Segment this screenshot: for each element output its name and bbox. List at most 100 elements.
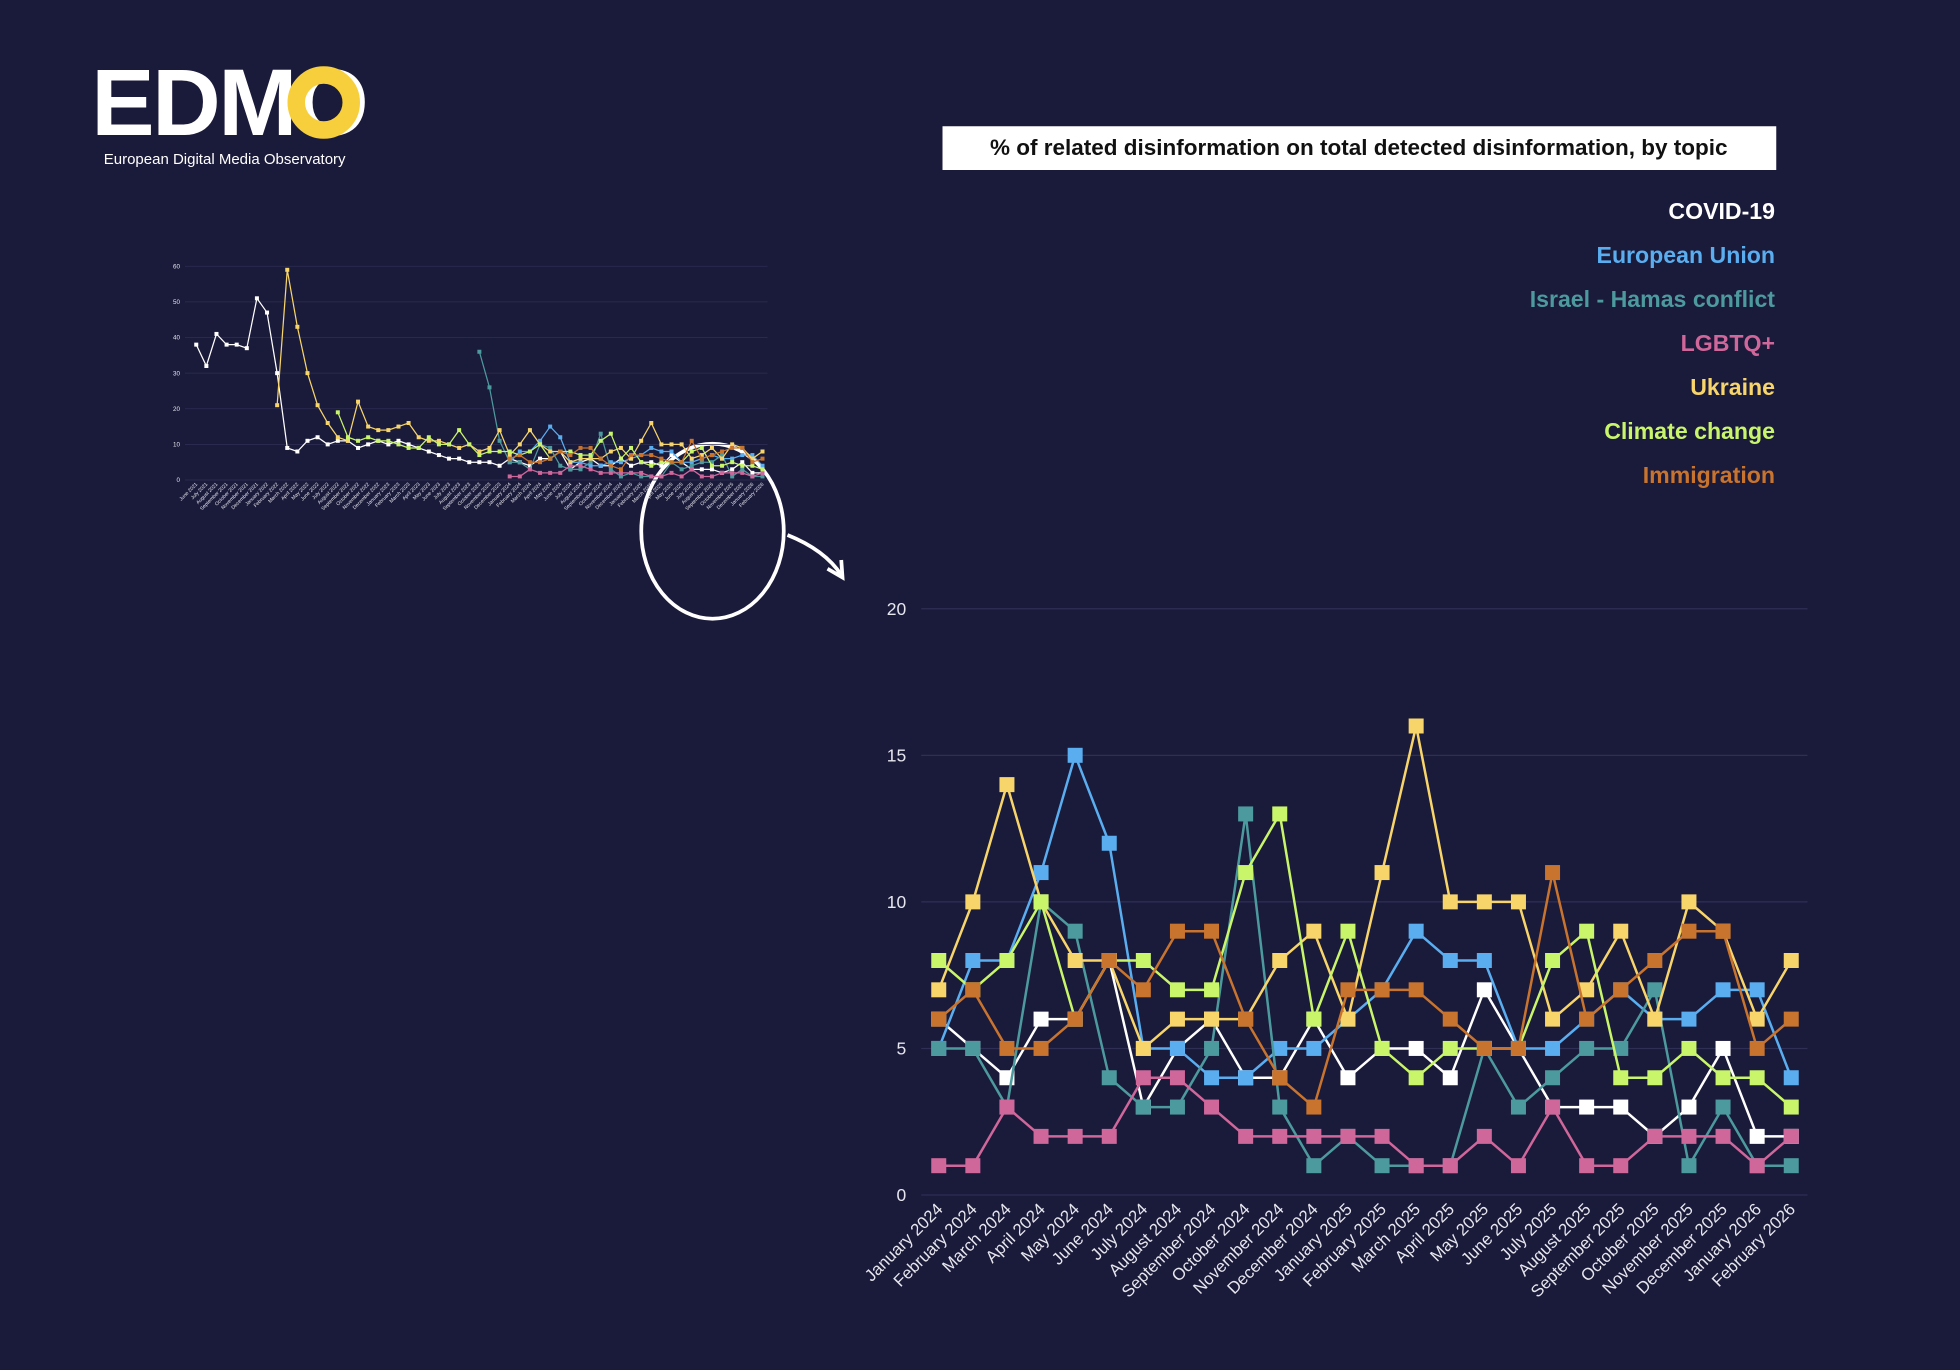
data-point [527,460,532,465]
data-point [720,453,725,458]
legend-entry: COVID-19 [1668,198,1775,224]
data-point [366,424,371,429]
legend-entry: LGBTQ+ [1681,330,1775,356]
data-point [386,428,391,433]
data-point [1579,1011,1595,1027]
data-point [689,460,694,465]
data-point [965,1158,981,1174]
data-point [999,1099,1015,1115]
data-point [679,467,684,472]
data-point [730,474,735,479]
data-point [568,460,573,465]
data-point [649,460,654,465]
data-point [1340,982,1356,998]
data-point [618,470,623,475]
data-point [750,456,755,461]
data-point [285,445,290,450]
data-point [730,460,735,465]
data-point [345,435,350,440]
data-point [618,460,623,465]
data-point [406,445,411,450]
data-point [1374,982,1390,998]
data-point [659,460,664,465]
data-point [760,470,765,475]
data-point [1238,1128,1254,1144]
legend-entry: Israel - Hamas conflict [1530,286,1776,312]
data-point [659,463,664,468]
data-point [335,410,340,415]
data-point [517,474,522,479]
data-point [1510,1099,1526,1115]
data-point [1442,894,1458,910]
y-tick-label: 5 [897,1039,907,1059]
data-point [730,470,735,475]
data-point [224,342,229,347]
data-point [406,442,411,447]
data-point [588,463,593,468]
data-point [366,442,371,447]
data-point [1476,894,1492,910]
data-point [305,438,310,443]
data-point [649,474,654,479]
data-point [699,456,704,461]
data-point [1306,1158,1322,1174]
data-point [517,442,522,447]
data-point [1033,894,1049,910]
data-point [1135,1070,1151,1086]
data-point [1135,953,1151,968]
data-point [1749,1158,1765,1174]
data-point [965,894,981,910]
data-point [740,453,745,458]
data-point [1306,923,1322,939]
data-point [1067,1128,1083,1144]
data-point [608,467,613,472]
data-point [426,449,431,454]
data-point [457,445,462,450]
data-point [1545,1011,1561,1027]
data-point [497,438,502,443]
data-point [527,467,532,472]
logo-subtitle: European Digital Media Observatory [104,151,346,168]
data-point [366,435,371,440]
data-point [659,456,664,461]
data-point [639,438,644,443]
data-point [649,463,654,468]
data-point [214,331,219,336]
data-point [1340,1070,1356,1086]
data-point [1681,1128,1697,1144]
data-point [1715,1128,1731,1144]
data-point [477,453,482,458]
data-point [578,463,583,468]
data-point [548,470,553,475]
data-point [931,1158,947,1174]
data-point [1613,1070,1629,1086]
data-point [699,467,704,472]
data-point [457,428,462,433]
data-point [295,324,300,329]
data-point [750,453,755,458]
data-point [1749,1070,1765,1086]
data-point [669,460,674,465]
data-point [1783,1070,1799,1086]
data-point [1204,982,1220,998]
data-point [1613,982,1629,998]
data-point [376,438,381,443]
data-point [1613,1040,1629,1056]
data-point [1510,894,1526,910]
data-point [1374,1040,1390,1056]
data-point [608,431,613,436]
data-point [447,442,452,447]
data-point [1681,923,1697,939]
data-point [497,428,502,433]
data-point [1272,1128,1288,1144]
data-point [285,267,290,272]
data-point [720,470,725,475]
data-point [740,467,745,472]
data-point [649,421,654,425]
data-point [1476,953,1492,968]
data-point [1067,1011,1083,1027]
data-point [720,449,725,454]
data-point [578,445,583,450]
data-point [750,463,755,468]
